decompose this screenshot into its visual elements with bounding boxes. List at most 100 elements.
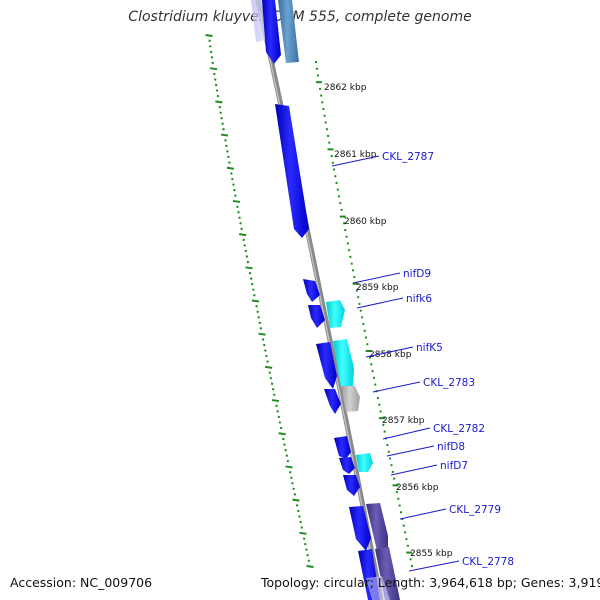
- gc-track-tick: [221, 122, 224, 125]
- gc-track-tick: [211, 61, 214, 65]
- cds-nifk5-blue: [316, 342, 337, 389]
- gc-track-tick: [290, 476, 293, 479]
- gc-track-tick: [265, 365, 273, 369]
- gc-track-tick: [258, 321, 262, 325]
- cds-ckl2783-blue: [324, 389, 341, 414]
- cds-nifd9: [303, 279, 320, 302]
- scale-label-2859: 2859 kbp: [356, 283, 399, 293]
- gc-track-tick: [305, 548, 308, 551]
- gc-track-tick: [249, 277, 253, 280]
- gene-label-nifk5[interactable]: nifK5: [416, 342, 443, 354]
- gc-track-tick: [302, 537, 306, 540]
- gc-track-tick: [252, 288, 255, 291]
- gc-track-tick: [246, 260, 250, 264]
- gc-track-tick: [224, 139, 227, 142]
- cds-nifd7: [343, 475, 360, 496]
- gc-track-tick: [264, 349, 267, 352]
- gc-track-tick: [304, 542, 307, 546]
- gene-leader-lines: [331, 155, 460, 572]
- gene-label-nifd7[interactable]: nifD7: [440, 460, 468, 472]
- gc-track-tick: [245, 266, 253, 270]
- gc-track-tick: [268, 371, 272, 374]
- gc-track-tick: [215, 100, 223, 104]
- gc-track-tick: [284, 448, 287, 452]
- gene-label-ckl2787[interactable]: CKL_2787: [382, 151, 434, 163]
- gc-track-tick: [299, 531, 307, 535]
- gc-track-tick: [300, 526, 304, 529]
- gc-track-tick: [242, 238, 245, 242]
- gc-track-tick: [283, 443, 286, 446]
- gc-track-tick: [271, 399, 280, 403]
- cds-nifk6-cyan: [326, 300, 345, 328]
- gc-track-tick: [214, 78, 217, 81]
- cds-nifk5-cyan: [333, 339, 354, 388]
- gc-track-tick: [236, 205, 239, 208]
- gene-label-nifd8[interactable]: nifD8: [437, 441, 465, 453]
- scale-label-2855: 2855 kbp: [410, 549, 453, 559]
- map-title: Clostridium kluyveri DSM 555, complete g…: [128, 9, 472, 25]
- gc-track-tick: [209, 45, 212, 48]
- scale-labels: 2862 kbp 2861 kbp 2860 kbp 2859 kbp 2858…: [324, 83, 453, 559]
- gc-track-tick: [285, 465, 293, 469]
- gc-track-tick: [278, 421, 282, 424]
- gc-track-tick: [220, 116, 223, 120]
- gc-track-tick: [298, 515, 301, 518]
- gene-label-nifd9[interactable]: nifD9: [403, 268, 431, 280]
- gc-track-tick: [219, 111, 222, 114]
- cds-ckl2783-gray: [341, 386, 360, 412]
- gc-track-tick: [307, 559, 311, 562]
- gene-labels: CKL_2787 nifD9 nifk6 nifK5 CKL_2783 CKL_…: [382, 151, 514, 568]
- gc-track-tick: [270, 382, 274, 385]
- gc-track-tick: [222, 128, 225, 131]
- gc-track-tick: [244, 249, 248, 253]
- gene-label-nifk6[interactable]: nifk6: [406, 293, 432, 305]
- gc-track-tick: [240, 227, 243, 231]
- gc-track-tick: [226, 166, 235, 170]
- gc-track-tick: [276, 410, 279, 413]
- gc-track-tick: [209, 67, 218, 71]
- gc-track-tick: [233, 188, 236, 192]
- gene-label-ckl2782[interactable]: CKL_2782: [433, 423, 485, 435]
- gc-track-tick: [245, 255, 249, 258]
- scale-label-2857: 2857 kbp: [382, 416, 425, 426]
- gc-track-tick: [213, 72, 216, 76]
- gc-track-tick: [228, 161, 231, 164]
- gene-label-ckl2778[interactable]: CKL_2778: [462, 556, 514, 568]
- scale-label-2862: 2862 kbp: [324, 83, 367, 93]
- cds-top-lavender: [251, 0, 266, 42]
- gc-track-tick: [285, 454, 288, 457]
- gc-track-tick: [237, 211, 240, 214]
- gc-track-tick: [288, 470, 292, 474]
- gc-track-tick: [258, 332, 266, 336]
- gene-label-ckl2779[interactable]: CKL_2779: [449, 504, 501, 516]
- gc-track-tick: [250, 282, 254, 286]
- gc-track-tick: [292, 487, 295, 491]
- scale-label-2856: 2856 kbp: [396, 483, 439, 493]
- gc-track-tick: [230, 172, 233, 175]
- gene-label-ckl2783[interactable]: CKL_2783: [423, 377, 475, 389]
- gc-track-tick: [262, 343, 266, 347]
- gc-track-tick: [261, 338, 265, 341]
- gc-track-tick: [226, 150, 229, 153]
- gc-track-tick: [292, 498, 300, 502]
- gc-track-tick: [253, 293, 256, 297]
- gc-track-tick: [251, 299, 260, 303]
- gc-track-tick: [231, 177, 234, 181]
- gc-track-tick: [232, 183, 235, 186]
- gc-track-tick: [239, 233, 247, 237]
- gc-track-tick: [306, 553, 309, 557]
- gc-track-tick: [214, 83, 218, 87]
- gc-track-tick: [278, 432, 286, 436]
- gc-track-tick: [297, 509, 300, 513]
- accession-text: Accession: NC_009706: [10, 575, 153, 590]
- gc-track-tick: [232, 199, 241, 203]
- gc-track-tick: [266, 360, 269, 363]
- cds-bottom-lavender: [366, 576, 390, 600]
- gc-track-tick: [257, 316, 260, 319]
- cds-top-blue: [262, 0, 281, 64]
- gc-track-tick: [271, 388, 275, 391]
- gc-track-tick: [255, 305, 258, 308]
- cds-nifk6-blue: [308, 305, 325, 328]
